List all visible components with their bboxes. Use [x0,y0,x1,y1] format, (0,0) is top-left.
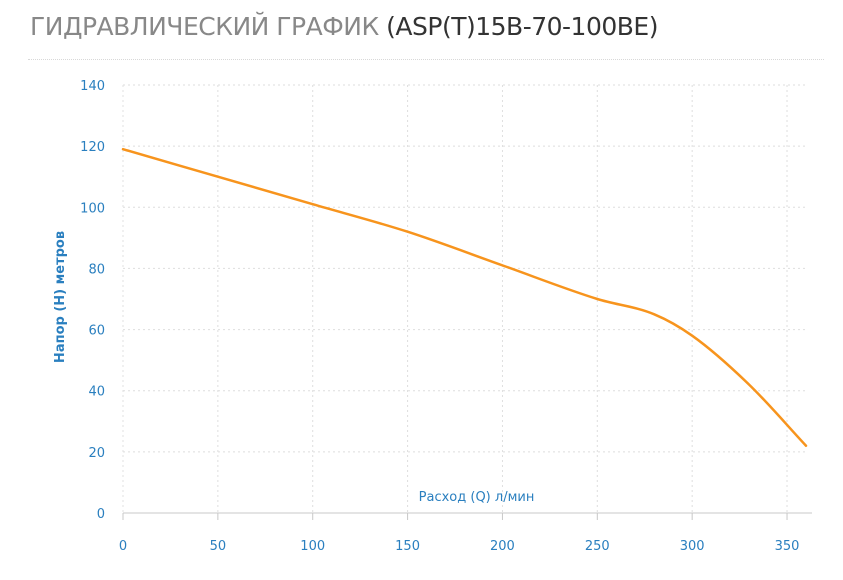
x-tick-labels: 0 50 100 150 200 250 300 350 [119,513,800,554]
series-line-0 [121,147,808,447]
y-axis-label: Напор (Н) метров [53,231,68,363]
chart-title: ГИДРАВЛИЧЕСКИЙ ГРАФИК (ASP(T)15B-70-100B… [30,12,658,41]
y-tick-label: 40 [88,385,105,400]
x-tick-label: 350 [775,539,800,554]
y-tick-label: 120 [80,140,105,155]
x-tick-label: 100 [300,539,325,554]
chart-title-model: (ASP(T)15B-70-100BE) [386,12,658,41]
x-tick-label: 300 [680,539,705,554]
y-tick-label: 20 [88,446,105,461]
x-tick-label: 250 [585,539,610,554]
chart-grid [122,84,806,513]
x-axis-label: Расход (Q) л/мин [419,490,535,505]
series-group [121,147,808,447]
chart-title-main: ГИДРАВЛИЧЕСКИЙ ГРАФИК [30,12,379,41]
x-tick-label: 50 [210,539,227,554]
y-tick-label: 80 [88,262,105,277]
y-tick-labels: 0 20 40 60 80 100 120 140 [80,79,105,522]
y-tick-label: 140 [80,79,105,94]
y-tick-label: 100 [80,201,105,216]
x-tick-label: 200 [490,539,515,554]
y-tick-label: 0 [97,507,105,522]
x-tick-label: 0 [119,539,127,554]
x-tick-label: 150 [395,539,420,554]
title-separator [28,59,824,60]
y-tick-label: 60 [88,324,105,339]
